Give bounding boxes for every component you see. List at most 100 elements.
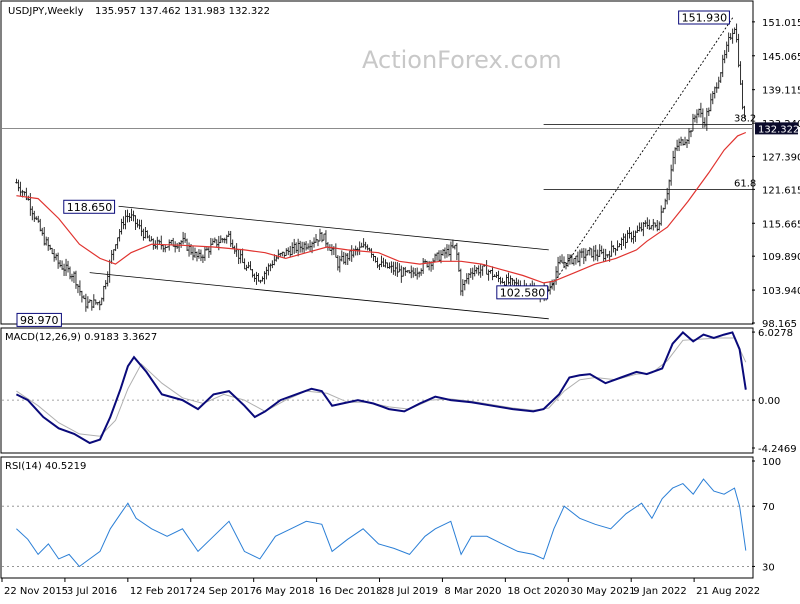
ohlc-bar bbox=[660, 205, 663, 226]
moving-average-line bbox=[16, 131, 747, 284]
ohlc-bar bbox=[308, 239, 312, 252]
ohlc-bar bbox=[370, 248, 373, 258]
ohlc-bar bbox=[140, 219, 143, 237]
ohlc-bar bbox=[269, 263, 272, 272]
ohlc-bar bbox=[265, 266, 268, 280]
x-tick-label: 12 Feb 2017 bbox=[130, 586, 192, 597]
ohlc-bar bbox=[322, 233, 326, 241]
ohlc-bar bbox=[64, 258, 68, 277]
ohlc-bar bbox=[203, 246, 207, 261]
ohlc-bar bbox=[84, 293, 88, 312]
ohlc-bar bbox=[743, 105, 746, 119]
ohlc-bar bbox=[37, 215, 40, 223]
price-tick-label: 103.940 bbox=[762, 286, 800, 297]
ohlc-bar bbox=[124, 210, 127, 230]
ohlc-bar bbox=[255, 271, 258, 285]
ohlc-bar bbox=[302, 241, 306, 254]
ohlc-bar bbox=[199, 249, 203, 262]
macd-panel-frame bbox=[0, 327, 754, 454]
price-tick-label: 121.615 bbox=[762, 185, 800, 196]
ohlc-bar bbox=[376, 257, 379, 269]
x-tick-label: 24 Sep 2017 bbox=[193, 586, 256, 597]
ohlc-bar bbox=[618, 243, 621, 248]
ohlc-bar bbox=[396, 262, 399, 277]
ohlc-bar bbox=[703, 117, 707, 128]
ohlc-bar bbox=[602, 248, 605, 263]
ohlc-bar bbox=[419, 268, 423, 276]
ohlc-bar bbox=[624, 233, 627, 249]
ohlc-bar bbox=[229, 230, 232, 247]
annotation-label: 151.930 bbox=[682, 12, 728, 25]
ohlc-bar bbox=[19, 181, 22, 197]
ohlc-bar bbox=[654, 222, 657, 228]
ohlc-bar bbox=[437, 250, 441, 262]
ohlc-bar bbox=[711, 91, 714, 105]
annotation-box bbox=[678, 10, 730, 25]
ohlc-bar bbox=[366, 244, 369, 251]
macd-title: MACD(12,26,9) 0.9183 3.3627 bbox=[5, 332, 157, 343]
ohlc-bar bbox=[187, 242, 191, 257]
ohlc-bar bbox=[556, 256, 560, 278]
ohlc-bar bbox=[304, 241, 308, 251]
ohlc-bar bbox=[449, 241, 453, 262]
ohlc-bar bbox=[56, 252, 60, 269]
ohlc-bar bbox=[640, 222, 643, 232]
ohlc-bar bbox=[46, 237, 50, 251]
ohlc-bar bbox=[267, 263, 270, 276]
ohlc-bar bbox=[106, 271, 109, 287]
ohlc-bar bbox=[243, 258, 246, 270]
ohlc-bar bbox=[334, 243, 338, 258]
rsi-tick-label: 70 bbox=[762, 502, 775, 513]
annotation-box bbox=[63, 199, 116, 214]
ohlc-bar bbox=[679, 136, 683, 146]
ohlc-bar bbox=[630, 231, 633, 243]
ohlc-bar bbox=[289, 245, 292, 258]
price-plot: 151.015145.065139.115133.240127.390121.6… bbox=[2, 10, 800, 330]
x-tick-label: 16 Dec 2018 bbox=[319, 586, 383, 597]
ohlc-bar bbox=[348, 250, 351, 261]
ohlc-bar bbox=[27, 195, 30, 201]
ohlc-bar bbox=[644, 220, 647, 228]
macd-line bbox=[15, 331, 747, 445]
current-price-label: 132.322 bbox=[758, 124, 799, 135]
ohlc-bar bbox=[713, 86, 716, 99]
ohlc-bar bbox=[650, 225, 653, 230]
ohlc-bar bbox=[58, 260, 62, 268]
ohlc-bar bbox=[253, 273, 256, 282]
ohlc-bar bbox=[221, 238, 224, 243]
ohlc-bar bbox=[39, 218, 42, 232]
ohlc-bar bbox=[249, 261, 252, 271]
ohlc-bar bbox=[497, 270, 500, 283]
ohlc-bar bbox=[485, 260, 488, 275]
ohlc-bar bbox=[675, 139, 679, 152]
ohlc-bar bbox=[410, 265, 413, 279]
x-tick-label: 18 Oct 2020 bbox=[507, 586, 569, 597]
ohlc-bar bbox=[116, 237, 119, 249]
x-tick-label: 9 Jan 2022 bbox=[633, 586, 687, 597]
ohlc-bar bbox=[431, 258, 435, 270]
ohlc-bar bbox=[642, 221, 645, 237]
ohlc-bar bbox=[586, 249, 590, 256]
ohlc-bar bbox=[144, 226, 147, 239]
ohlc-bar bbox=[41, 227, 44, 236]
ohlc-bar bbox=[481, 265, 484, 276]
ohlc-bar bbox=[511, 277, 514, 286]
ohlc-bar bbox=[108, 259, 111, 283]
ohlc-bar bbox=[150, 236, 153, 242]
ohlc-bar bbox=[33, 210, 36, 222]
ohlc-bar bbox=[499, 276, 502, 285]
x-tick-label: 30 May 2021 bbox=[570, 586, 635, 597]
ohlc-bar bbox=[665, 187, 669, 205]
ohlc-bar bbox=[237, 249, 240, 265]
ohlc-bar bbox=[671, 150, 675, 172]
ohlc-bar bbox=[652, 218, 655, 231]
macd-tick-label: -4.2469 bbox=[758, 444, 797, 455]
ohlc-bar bbox=[614, 247, 617, 256]
ohlc-bar bbox=[658, 221, 661, 231]
ohlc-bar bbox=[505, 274, 508, 287]
ohlc-bar bbox=[320, 232, 324, 243]
ohlc-bar bbox=[66, 260, 70, 273]
ohlc-bar bbox=[733, 27, 736, 34]
